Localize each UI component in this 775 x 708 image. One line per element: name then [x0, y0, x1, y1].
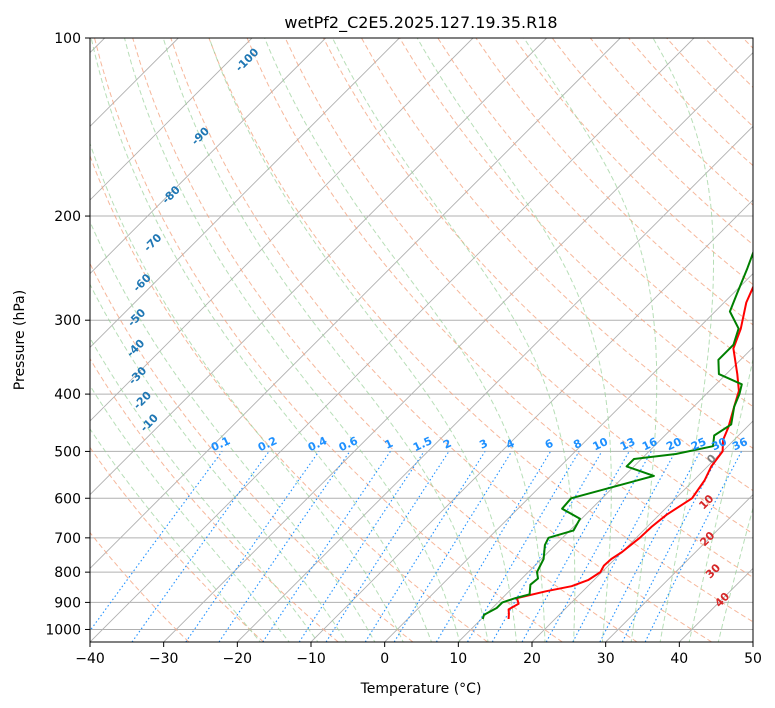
moist-adiabat-line: [688, 356, 753, 642]
dry-adiabat-line: [90, 357, 339, 642]
isotherm-line: [531, 420, 753, 642]
y-tick-label: 800: [54, 565, 81, 581]
y-tick-label: 300: [54, 313, 81, 329]
isotherm-line: [90, 38, 400, 348]
mixing-ratio-line: [90, 451, 223, 632]
y-tick-label: 100: [54, 31, 81, 47]
isotherm-line: [605, 494, 753, 642]
dry-adiabat-line: [132, 38, 638, 642]
isotherm-line: [90, 38, 621, 569]
mixing-ratio-label: 36: [730, 435, 750, 453]
isotherm-line: [90, 38, 547, 496]
dry-adiabat-line: [246, 38, 753, 578]
x-tick-label: 50: [744, 651, 762, 667]
isotherm-line: [458, 346, 753, 642]
mixing-ratio-line: [298, 451, 425, 642]
moist-adiabat-line: [90, 283, 347, 642]
dry-adiabat-line: [437, 38, 753, 367]
dewpoint-profile-line: [481, 250, 753, 620]
x-tick-label: −10: [296, 651, 326, 667]
dry-adiabat-line: [208, 38, 753, 623]
y-tick-label: 400: [54, 387, 81, 403]
y-tick-label: 600: [54, 491, 81, 507]
moist-adiabat-line: [90, 142, 404, 642]
x-tick-label: 10: [449, 651, 467, 667]
moist-adiabat-line: [523, 38, 658, 642]
moist-adiabat-line: [90, 428, 261, 642]
temperature-profile-line: [507, 284, 753, 620]
mixing-ratio-line: [521, 451, 630, 642]
isotherm-line: [752, 641, 753, 642]
isotherm-line: [90, 38, 695, 642]
y-tick-label: 1000: [45, 623, 81, 639]
mixing-ratio-line: [393, 451, 513, 642]
mixing-ratio-label: 13: [618, 435, 637, 453]
isotherm-line: [384, 273, 753, 642]
dry-adiabat-line: [399, 38, 753, 408]
dry-adiabat-line: [361, 38, 753, 449]
x-tick-label: 20: [523, 651, 541, 667]
mixing-ratio-line: [572, 451, 676, 642]
mixing-ratio-line: [545, 451, 652, 642]
dry-adiabat-line: [170, 38, 712, 642]
mixing-ratio-label: 10: [591, 435, 611, 453]
mixing-ratio-line: [325, 451, 450, 642]
moist-adiabat-line: [162, 38, 489, 642]
mixing-ratio-line: [262, 451, 391, 642]
dry-adiabat-line: [322, 38, 753, 492]
y-axis-title: Pressure (hPa): [12, 290, 28, 390]
moist-adiabat-line: [90, 384, 290, 642]
mixing-ratio-label: 16: [640, 435, 660, 453]
moist-adiabat-line: [717, 506, 753, 642]
series-layer: [481, 250, 753, 620]
isotherm-line: [163, 52, 753, 642]
x-tick-label: −20: [223, 651, 253, 667]
mixing-ratio-line: [621, 451, 722, 642]
y-tick-label: 900: [54, 595, 81, 611]
x-tick-label: 40: [670, 651, 688, 667]
mixing-ratio-line: [131, 451, 270, 642]
x-tick-label: 0: [380, 651, 389, 667]
y-tick-label: 200: [54, 209, 81, 225]
mixing-ratio-line: [185, 451, 320, 642]
isotherm-line: [90, 38, 326, 275]
mixing-ratio-label: 30: [710, 435, 730, 453]
x-axis-title: Temperature (°C): [360, 681, 482, 697]
moist-adiabat-line: [332, 38, 576, 642]
mixing-ratio-line: [218, 451, 351, 642]
moist-adiabat-line: [416, 38, 612, 642]
isotherm-line: [90, 38, 253, 201]
background-lines: [90, 38, 753, 642]
isotherm-line: [90, 38, 474, 422]
x-tick-label: 30: [597, 651, 615, 667]
dry-adiabat-line: [90, 154, 488, 642]
mixing-ratio-line: [644, 451, 742, 642]
plot-frame: [89, 37, 754, 643]
moist-adiabat-line: [264, 38, 546, 642]
dry-adiabat-line: [90, 262, 414, 642]
moist-adiabat-line: [90, 38, 433, 642]
dry-adiabat-line: [90, 446, 264, 642]
moist-adiabat-line: [124, 38, 461, 642]
dry-adiabat-line: [94, 38, 563, 642]
dry-adiabat-line: [284, 38, 753, 535]
moist-adiabat-line: [90, 220, 376, 642]
chart-title: wetPf2_C2E5.2025.127.19.35.R18: [284, 13, 557, 33]
dry-adiabat-line: [513, 38, 753, 286]
plot-background: [90, 38, 753, 642]
x-tick-label: −40: [75, 651, 105, 667]
moist-adiabat-line: [652, 38, 714, 642]
mixing-ratio-label: 25: [689, 435, 708, 453]
isotherm-line: [237, 125, 753, 642]
dry-adiabat-line: [90, 531, 190, 642]
y-tick-label: 700: [54, 531, 81, 547]
mixing-ratio-label: 20: [664, 435, 684, 453]
y-tick-label: 500: [54, 444, 81, 460]
x-tick-label: −30: [149, 651, 179, 667]
moist-adiabat-line: [208, 38, 518, 642]
ticks-layer: −40 −30 −20 −10 0 10 20 30 40 50 100 200 300 400 500 60…: [45, 31, 762, 667]
